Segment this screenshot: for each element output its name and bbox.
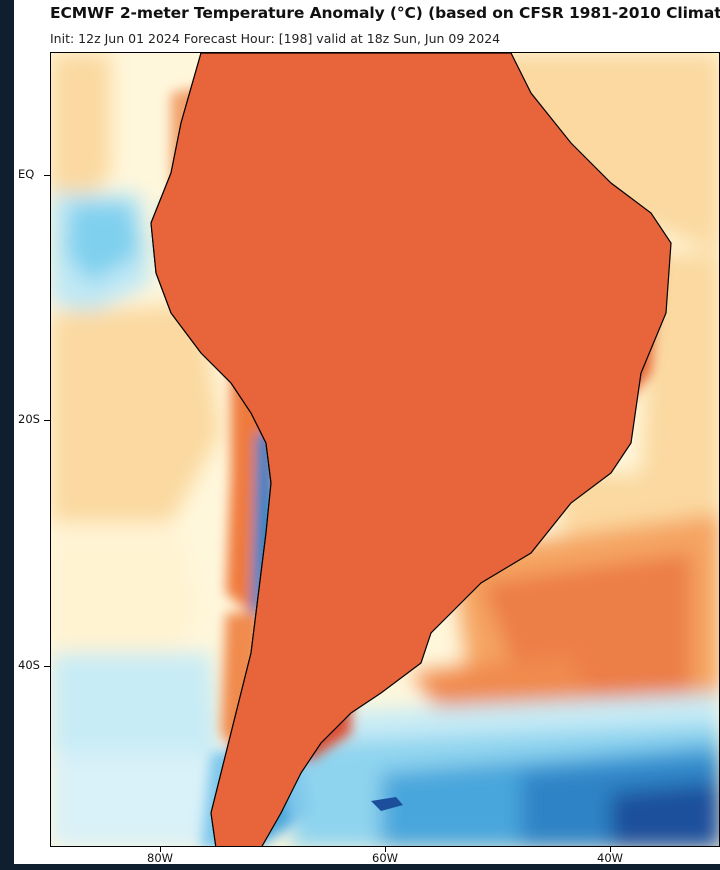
chart-subtitle: Init: 12z Jun 01 2024 Forecast Hour: [19… [50, 31, 501, 46]
lat-tick [44, 420, 50, 421]
window-edge-left [0, 0, 14, 870]
lat-label-eq: EQ [18, 167, 35, 181]
lon-tick [610, 846, 611, 852]
lat-label-40s: 40S [18, 658, 40, 672]
anomaly-map [50, 52, 720, 847]
chart-title: ECMWF 2-meter Temperature Anomaly (°C) (… [50, 4, 720, 22]
ocean-anomaly-field [51, 53, 719, 846]
lon-tick [385, 846, 386, 852]
falkland-islands [371, 797, 403, 811]
lat-label-20s: 20S [18, 412, 40, 426]
lat-tick [44, 666, 50, 667]
lon-label-60w: 60W [372, 851, 399, 865]
lat-tick [44, 175, 50, 176]
window-edge-bottom [0, 864, 720, 870]
lon-tick [160, 846, 161, 852]
lon-label-80w: 80W [147, 851, 174, 865]
map-canvas [51, 53, 719, 846]
lon-label-40w: 40W [597, 851, 624, 865]
